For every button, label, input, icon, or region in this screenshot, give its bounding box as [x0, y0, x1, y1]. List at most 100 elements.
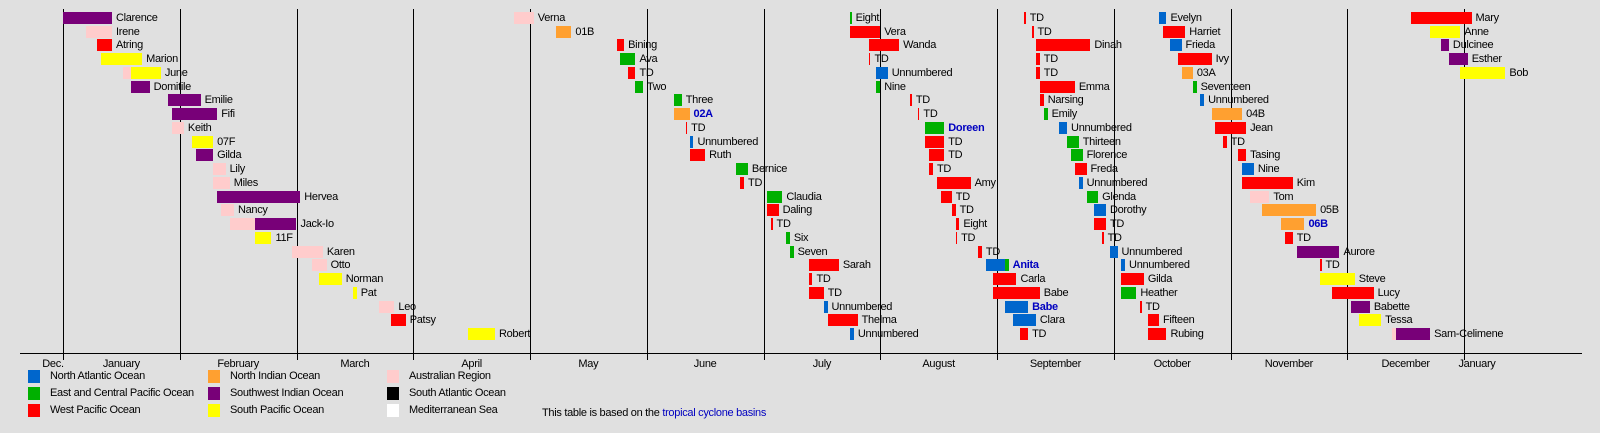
- storm-label: Aurore: [1343, 245, 1375, 258]
- x-axis-tick: [997, 348, 998, 360]
- storm-bar: [789, 245, 794, 258]
- storm-bar: [1430, 25, 1461, 38]
- storm-label: Glenda: [1102, 190, 1136, 203]
- storm-label: TD: [955, 190, 970, 203]
- storm-bar: [917, 108, 920, 121]
- storm-label[interactable]: Anita: [1012, 259, 1039, 272]
- storm-bar: [876, 80, 881, 93]
- storm-label: Heather: [1140, 286, 1178, 299]
- storm-label: Anne: [1464, 25, 1489, 38]
- storm-bar: [1242, 176, 1293, 189]
- storm-label: TD: [776, 218, 791, 231]
- storm-label: Babe: [1043, 286, 1069, 299]
- month-gridline: [880, 9, 881, 354]
- storm-bar: [1284, 231, 1293, 244]
- storm-bar: [823, 300, 828, 313]
- storm-label: Amy: [974, 176, 996, 189]
- storm-bar: [850, 328, 854, 341]
- legend-swatch: [28, 404, 40, 417]
- storm-bar: [1158, 12, 1167, 24]
- storm-label[interactable]: 06B: [1308, 218, 1328, 231]
- storm-label: Unnumbered: [697, 135, 759, 148]
- storm-label: Ivy: [1215, 53, 1229, 66]
- storm-label: Robert: [498, 328, 531, 341]
- storm-bar: [620, 53, 636, 66]
- storm-bar: [685, 121, 688, 134]
- storm-label: Lily: [229, 163, 246, 176]
- storm-label: TD: [816, 273, 831, 286]
- storm-bar: [1121, 259, 1126, 272]
- storm-bar: [925, 135, 945, 148]
- storm-label: Karen: [326, 245, 355, 258]
- storm-label: Eight: [963, 218, 987, 231]
- x-tick-label: July: [812, 358, 832, 370]
- storm-label: TD: [1325, 259, 1340, 272]
- x-axis-tick: [180, 348, 181, 360]
- storm-bar: [978, 245, 982, 258]
- storm-bar: [1351, 300, 1370, 313]
- storm-label: TD: [1037, 25, 1052, 38]
- storm-label: Hervea: [304, 190, 338, 203]
- storm-label: Lucy: [1377, 286, 1400, 299]
- storm-bar: [192, 135, 214, 148]
- x-axis-tick: [1347, 348, 1348, 360]
- storm-bar: [1296, 245, 1340, 258]
- storm-bar: [1222, 135, 1227, 148]
- legend-label: East and Central Pacific Ocean: [50, 387, 194, 399]
- storm-label: Evelyn: [1170, 12, 1202, 24]
- storm-label[interactable]: Babe: [1032, 300, 1058, 313]
- storm-bar: [1358, 314, 1382, 327]
- storm-label: Steve: [1358, 273, 1386, 286]
- storm-label: Dorothy: [1109, 204, 1147, 217]
- storm-label: Patsy: [409, 314, 436, 327]
- storm-label: Florence: [1086, 149, 1128, 162]
- storm-label[interactable]: Doreen: [948, 121, 985, 134]
- storm-bar: [740, 176, 745, 189]
- storm-label: Fifteen: [1162, 314, 1195, 327]
- footnote: This table is based on the tropical cycl…: [542, 407, 766, 419]
- legend-label: Mediterranean Sea: [409, 404, 498, 416]
- storm-label: TD: [1296, 231, 1311, 244]
- storm-bar: [993, 273, 1017, 286]
- storm-bar: [1140, 300, 1142, 313]
- storm-bar: [850, 12, 852, 24]
- storm-bar: [1211, 108, 1243, 121]
- month-gridline: [1464, 9, 1465, 354]
- storm-label: Thirteen: [1082, 135, 1121, 148]
- storm-bar: [1320, 259, 1322, 272]
- storm-label: Unnumbered: [1208, 94, 1269, 107]
- storm-bar: [1109, 245, 1118, 258]
- storm-label: Seventeen: [1200, 80, 1251, 93]
- storm-bar: [767, 204, 779, 217]
- storm-label: Harriet: [1189, 25, 1221, 38]
- legend-label: Southwest Indian Ocean: [230, 387, 344, 399]
- storm-label: TD: [948, 135, 963, 148]
- storm-label: Emily: [1051, 108, 1078, 121]
- x-tick-label: December: [1381, 358, 1430, 370]
- storm-label[interactable]: 02A: [693, 108, 714, 121]
- storm-bar: [172, 121, 184, 134]
- storm-bar: [96, 39, 112, 52]
- x-axis-tick: [647, 348, 648, 360]
- storm-label: Atring: [115, 39, 143, 52]
- storm-label: Wanda: [903, 39, 937, 52]
- storm-label: Thelma: [861, 314, 897, 327]
- storm-bar: [929, 149, 945, 162]
- storm-label: Verna: [537, 12, 566, 24]
- x-axis-tick: [63, 348, 64, 360]
- storm-label: TD: [1029, 12, 1044, 24]
- storm-bar: [1067, 135, 1079, 148]
- storm-bar: [63, 12, 112, 24]
- storm-label: Frieda: [1185, 39, 1216, 52]
- storm-bar: [1281, 218, 1305, 231]
- storm-bar: [213, 163, 226, 176]
- storm-label: TD: [1109, 218, 1125, 231]
- storm-bar: [1039, 80, 1075, 93]
- storm-bar: [1162, 25, 1186, 38]
- storm-bar: [1261, 204, 1317, 217]
- footnote-link[interactable]: tropical cyclone basins: [662, 407, 767, 419]
- legend-label: South Pacific Ocean: [230, 404, 324, 416]
- legend-swatch: [387, 404, 399, 417]
- storm-bar: [1039, 94, 1044, 107]
